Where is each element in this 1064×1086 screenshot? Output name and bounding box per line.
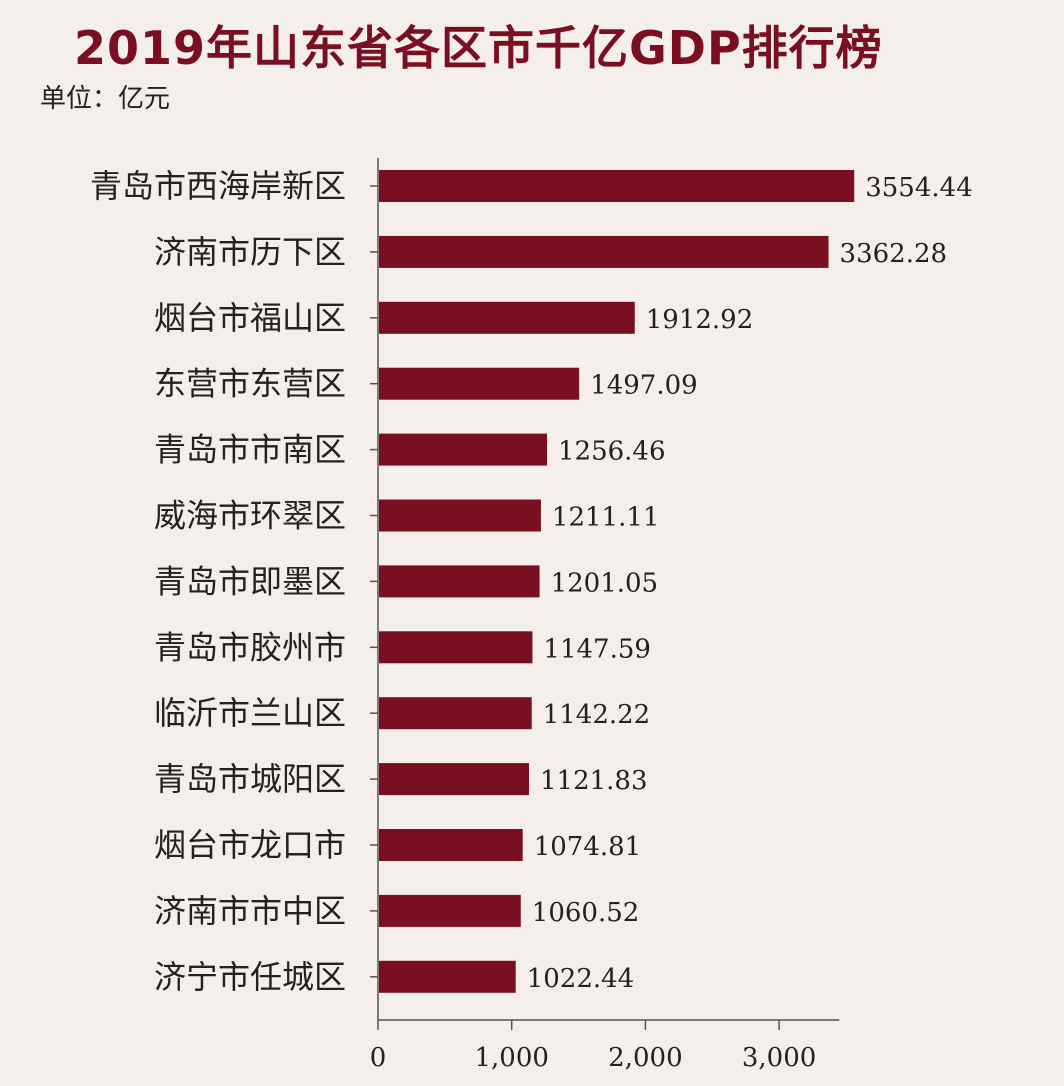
chart-title: 2019年山东省各区市千亿GDP排行榜 [74, 21, 883, 75]
bar [379, 631, 533, 664]
bar [379, 829, 523, 861]
bar [379, 301, 635, 334]
value-label: 1256.46 [558, 437, 666, 467]
category-label: 临沂市兰山区 [154, 694, 346, 732]
value-label: 1147.59 [543, 634, 651, 664]
x-tick-label: 3,000 [742, 1043, 816, 1073]
value-label: 1497.09 [590, 371, 698, 401]
category-label: 青岛市即墨区 [154, 562, 346, 600]
category-label: 济宁市任城区 [154, 958, 346, 996]
x-tick-label: 0 [370, 1043, 387, 1073]
category-label: 威海市环翠区 [154, 497, 346, 535]
bar [379, 433, 547, 466]
x-tick-label: 2,000 [608, 1043, 682, 1073]
value-label: 1211.11 [552, 503, 660, 533]
category-label: 济南市历下区 [154, 233, 346, 271]
category-label: 烟台市龙口市 [154, 826, 346, 864]
bar [379, 367, 580, 400]
category-label: 青岛市城阳区 [154, 760, 346, 798]
category-label: 青岛市胶州市 [154, 628, 346, 666]
bar [379, 697, 532, 730]
value-label: 1142.22 [543, 700, 651, 730]
category-label: 烟台市福山区 [154, 299, 346, 337]
category-label: 青岛市西海岸新区 [90, 167, 346, 205]
value-label: 3554.44 [865, 173, 973, 203]
category-label: 东营市东营区 [154, 365, 346, 403]
category-label: 济南市市中区 [154, 892, 346, 930]
bar [379, 960, 516, 993]
bar [379, 894, 521, 927]
unit-label: 单位：亿元 [40, 84, 171, 114]
value-label: 3362.28 [840, 239, 948, 269]
value-label: 1201.05 [551, 568, 659, 598]
bar [379, 499, 541, 532]
value-label: 1912.92 [646, 305, 754, 335]
value-label: 1022.44 [527, 964, 635, 994]
bar [379, 235, 829, 268]
value-label: 1060.52 [532, 898, 640, 928]
bar [379, 763, 529, 796]
category-label: 青岛市市南区 [154, 431, 346, 469]
value-label: 1074.81 [534, 832, 642, 862]
x-tick-label: 1,000 [474, 1043, 548, 1073]
value-label: 1121.83 [540, 766, 648, 796]
bar [379, 565, 540, 598]
bar [379, 170, 855, 202]
